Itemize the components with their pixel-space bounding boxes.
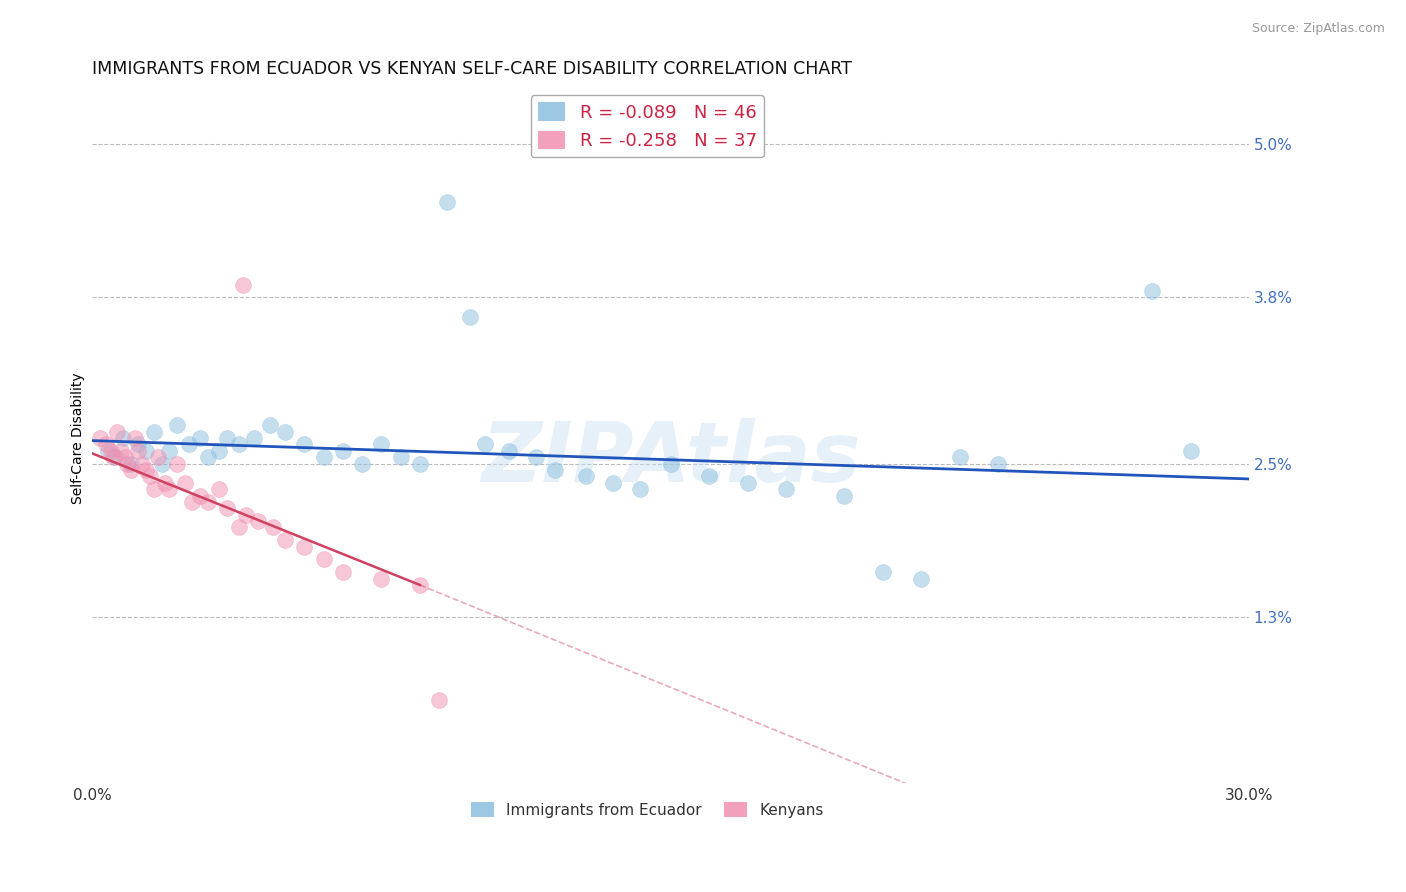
Point <box>146 450 169 465</box>
Point <box>498 443 520 458</box>
Point <box>177 437 200 451</box>
Point <box>124 431 146 445</box>
Point <box>110 443 132 458</box>
Point <box>120 457 142 471</box>
Point <box>103 450 125 465</box>
Point <box>274 533 297 548</box>
Point <box>352 457 374 471</box>
Point <box>628 482 651 496</box>
Point <box>114 450 136 465</box>
Point <box>312 450 335 465</box>
Point <box>157 482 180 496</box>
Point <box>474 437 496 451</box>
Point <box>389 450 412 465</box>
Point <box>135 443 157 458</box>
Text: ZIPAtlas: ZIPAtlas <box>481 418 860 500</box>
Point <box>105 425 128 439</box>
Point <box>150 457 173 471</box>
Point <box>659 457 682 471</box>
Point <box>142 425 165 439</box>
Point <box>312 552 335 566</box>
Point <box>181 495 204 509</box>
Point <box>97 443 120 458</box>
Point <box>575 469 598 483</box>
Point <box>910 572 932 586</box>
Point <box>94 437 117 451</box>
Point <box>524 450 547 465</box>
Point <box>332 443 354 458</box>
Point <box>188 489 211 503</box>
Point <box>832 489 855 503</box>
Point <box>370 572 392 586</box>
Point <box>142 482 165 496</box>
Point <box>89 431 111 445</box>
Point <box>292 437 315 451</box>
Text: IMMIGRANTS FROM ECUADOR VS KENYAN SELF-CARE DISABILITY CORRELATION CHART: IMMIGRANTS FROM ECUADOR VS KENYAN SELF-C… <box>93 60 852 78</box>
Point <box>436 194 458 209</box>
Point <box>370 437 392 451</box>
Point <box>243 431 266 445</box>
Point <box>217 431 239 445</box>
Point <box>173 475 195 490</box>
Point <box>235 508 257 522</box>
Point <box>197 495 219 509</box>
Point <box>332 565 354 579</box>
Point <box>127 443 149 458</box>
Point <box>155 475 177 490</box>
Point <box>872 565 894 579</box>
Point <box>104 450 127 465</box>
Point <box>775 482 797 496</box>
Legend: Immigrants from Ecuador, Kenyans: Immigrants from Ecuador, Kenyans <box>464 796 830 823</box>
Text: Source: ZipAtlas.com: Source: ZipAtlas.com <box>1251 22 1385 36</box>
Point <box>274 425 297 439</box>
Point <box>157 443 180 458</box>
Point <box>100 443 122 458</box>
Point <box>217 501 239 516</box>
Point <box>208 482 231 496</box>
Point <box>112 431 135 445</box>
Point <box>458 310 481 324</box>
Point <box>409 457 432 471</box>
Point <box>166 457 188 471</box>
Point <box>166 418 188 433</box>
Point <box>197 450 219 465</box>
Point <box>427 693 450 707</box>
Point <box>292 540 315 554</box>
Point <box>120 463 142 477</box>
Point <box>131 457 153 471</box>
Point <box>1180 443 1202 458</box>
Y-axis label: Self-Care Disability: Self-Care Disability <box>72 372 86 504</box>
Point <box>737 475 759 490</box>
Point <box>208 443 231 458</box>
Point <box>949 450 972 465</box>
Point <box>232 277 254 292</box>
Point <box>697 469 720 483</box>
Point <box>544 463 567 477</box>
Point <box>228 437 250 451</box>
Point <box>188 431 211 445</box>
Point <box>262 520 284 534</box>
Point <box>228 520 250 534</box>
Point <box>1142 284 1164 298</box>
Point <box>139 469 162 483</box>
Point <box>602 475 624 490</box>
Point <box>987 457 1010 471</box>
Point <box>259 418 281 433</box>
Point <box>246 514 269 528</box>
Point <box>135 463 157 477</box>
Point <box>409 578 432 592</box>
Point <box>127 437 149 451</box>
Point <box>115 457 138 471</box>
